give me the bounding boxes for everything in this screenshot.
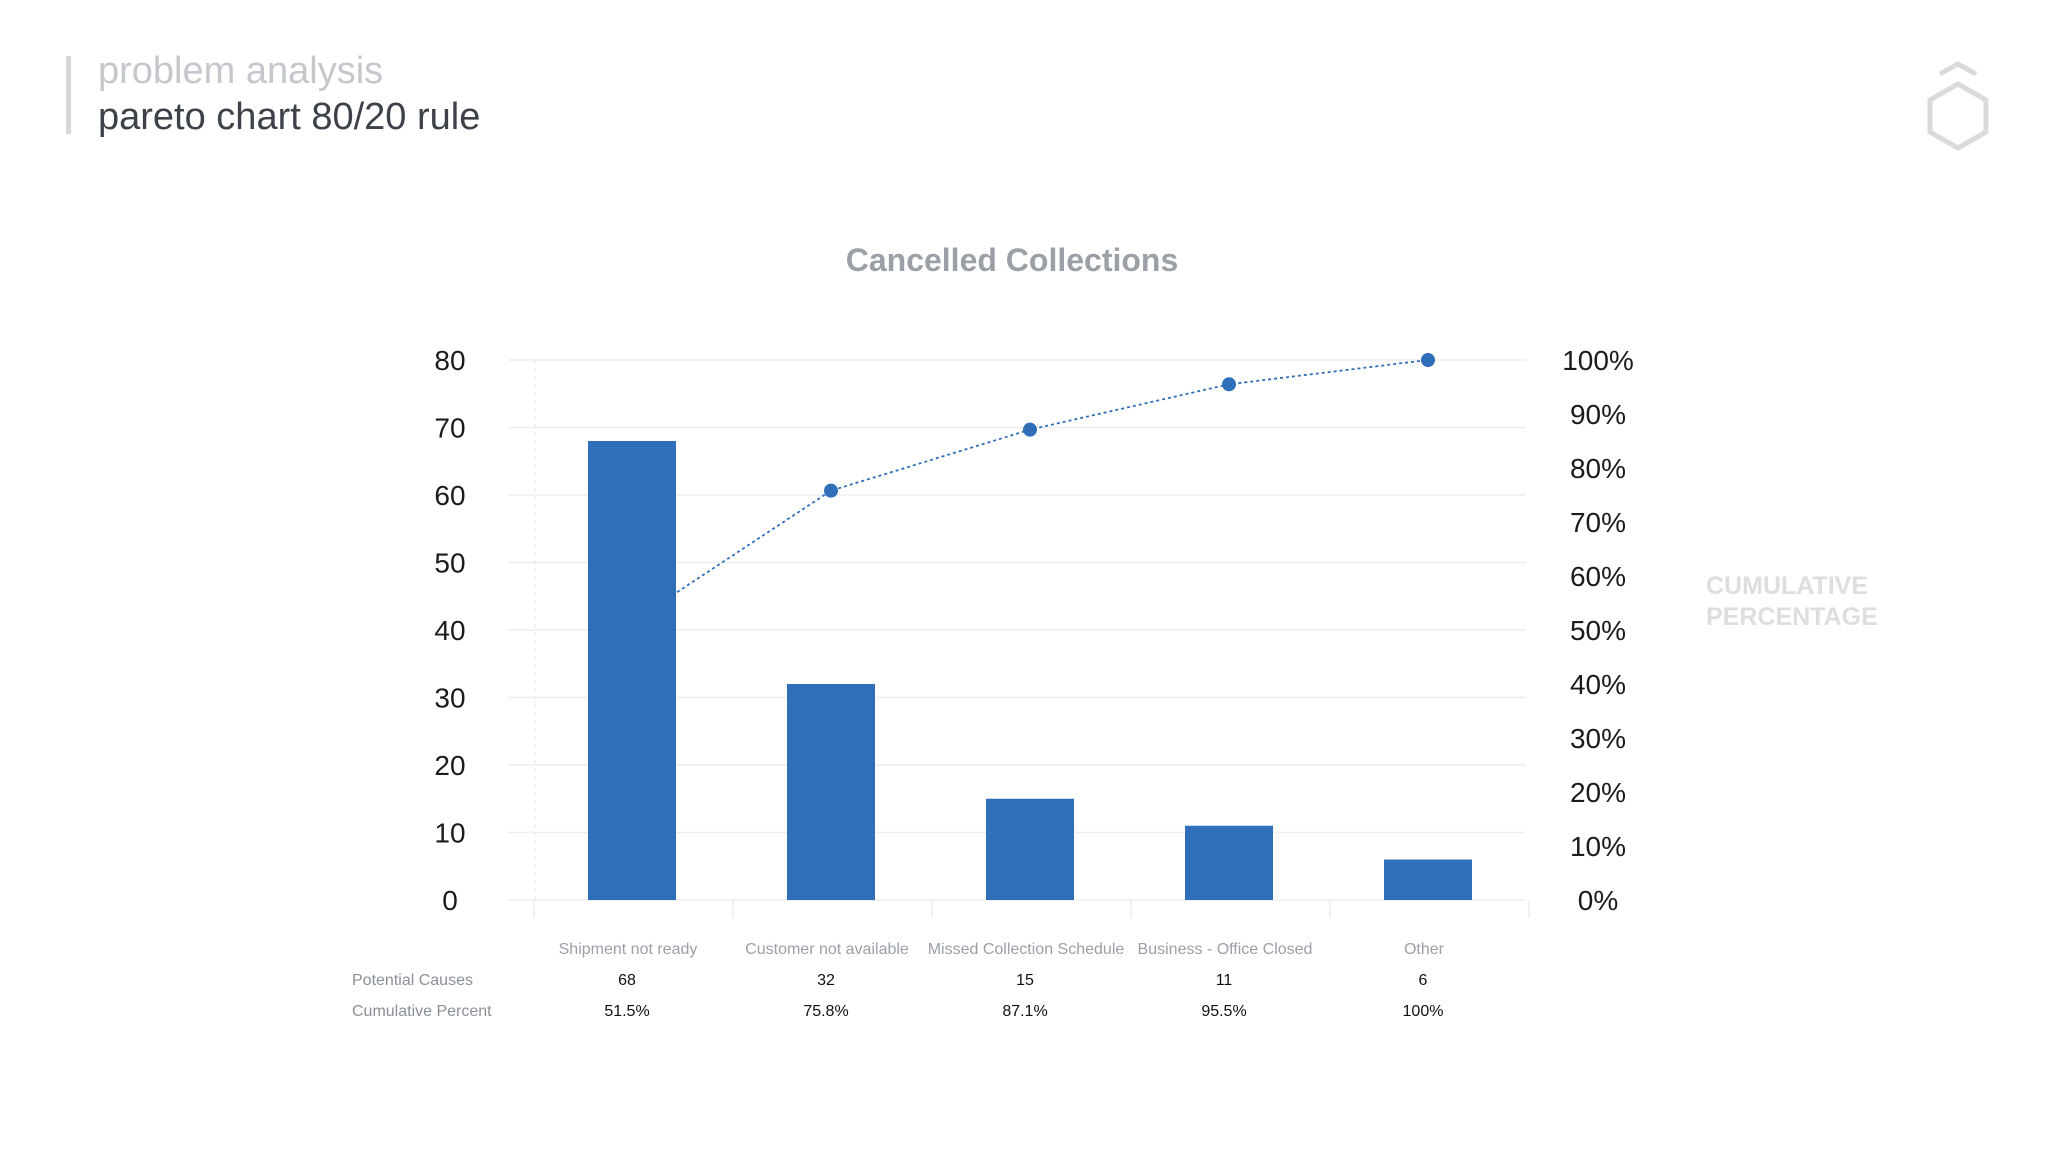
bar [1384,859,1472,900]
bar [588,441,676,900]
y2-tick-label: 90% [1570,399,1626,430]
category-label: Missed Collection Schedule [928,941,1125,958]
percent-value: 75.8% [803,1003,848,1020]
cumulative-percentage-label: CUMULATIVE PERCENTAGE [1706,572,1878,631]
title-accent-bar [66,56,71,134]
y2-tick-label: 100% [1562,345,1634,376]
hexagon-logo-icon [1927,61,1989,151]
y-tick-label: 30 [434,683,465,714]
percent-value: 100% [1403,1003,1444,1020]
y2-tick-label: 30% [1570,723,1626,754]
y-tick-label: 70 [434,413,465,444]
cumulative-point [1222,377,1236,392]
data-table: Potential Causes 68 32 15 11 6 Cumulative Perc… [352,972,1443,1020]
count-value: 11 [1216,972,1233,989]
y-tick-label: 0 [442,885,458,916]
category-label: Customer not available [745,941,909,958]
cumulative-point [1421,353,1435,367]
percent-value: 87.1% [1002,1003,1047,1020]
y2-tick-label: 20% [1570,777,1626,808]
cumulative-line-path [631,359,1429,623]
count-value: 6 [1419,972,1428,989]
bar [787,684,875,900]
cumulative-line [631,353,1435,623]
page-subtitle: problem analysis [98,50,384,92]
count-value: 68 [618,972,636,989]
category-label: Shipment not ready [559,941,698,958]
y-tick-label: 80 [434,345,465,376]
page-title: pareto chart 80/20 rule [98,96,481,138]
category-label: Business - Office Closed [1138,941,1313,958]
y-tick-label: 40 [434,615,465,646]
y-tick-label: 20 [434,750,465,781]
y-tick-label: 50 [434,548,465,579]
y-tick-label: 10 [434,818,465,849]
y-axis-left: 0 10 20 30 40 50 60 70 80 [434,345,465,916]
cumulative-point [824,483,838,498]
count-value: 32 [817,972,835,989]
bar [1185,825,1273,900]
bar [986,798,1074,900]
y2-tick-label: 50% [1570,615,1626,646]
category-label: Other [1404,941,1445,958]
y2-tick-label: 10% [1570,831,1626,862]
table-row-label: Cumulative Percent [352,1003,492,1020]
y-tick-label: 60 [434,480,465,511]
y2-tick-label: 60% [1570,561,1626,592]
category-labels: Shipment not ready Customer not available… [559,941,1445,958]
bars [588,441,1472,900]
percent-value: 51.5% [604,1003,649,1020]
y2-tick-label: 80% [1570,453,1626,484]
count-value: 15 [1016,972,1034,989]
y-axis-right: 0% 10% 20% 30% 40% 50% 60% 70% 80% 90% 100% [1562,345,1634,916]
percent-value: 95.5% [1201,1003,1246,1020]
table-row-label: Potential Causes [352,972,473,989]
y2-tick-label: 70% [1570,507,1626,538]
y2-tick-label: 0% [1578,885,1618,916]
chart-title: Cancelled Collections [846,242,1179,278]
grid-lines [508,359,1530,918]
cumulative-point [1023,422,1037,437]
y2-tick-label: 40% [1570,669,1626,700]
